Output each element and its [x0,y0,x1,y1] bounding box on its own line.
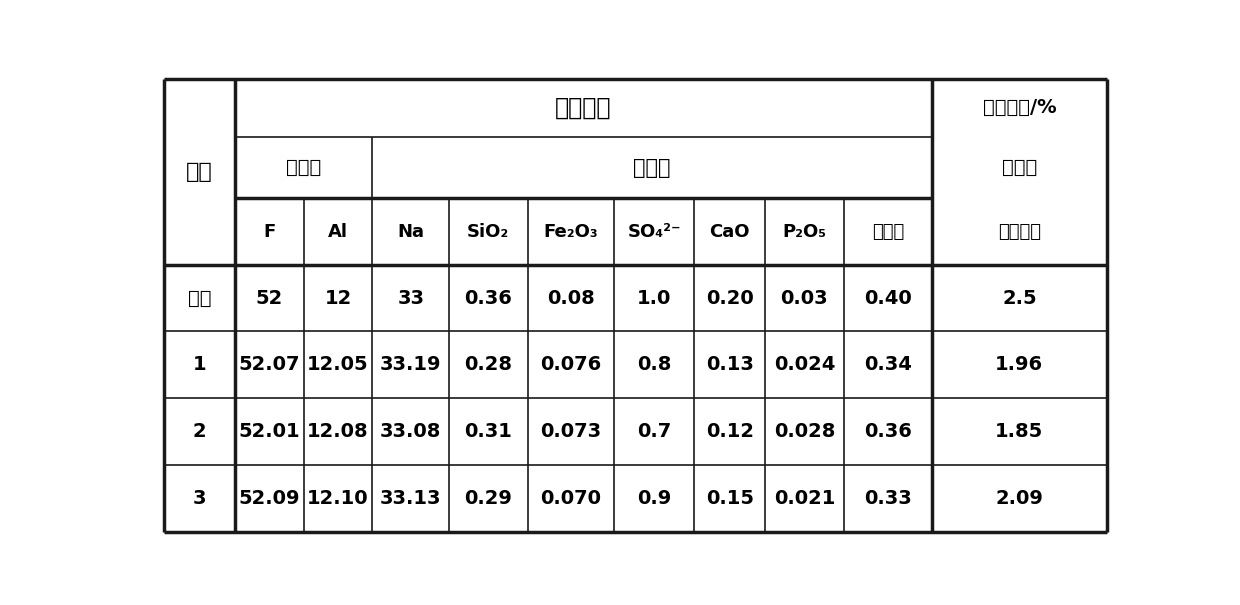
Text: 2: 2 [193,422,206,441]
Text: 0.31: 0.31 [464,422,512,441]
Text: 52: 52 [255,289,283,307]
Text: 国标: 国标 [188,289,211,307]
Text: 0.13: 0.13 [706,355,754,374]
Text: CaO: CaO [709,223,750,241]
Text: 0.20: 0.20 [706,289,754,307]
Text: 0.40: 0.40 [864,289,911,307]
Text: 0.024: 0.024 [774,355,835,374]
Text: 0.9: 0.9 [637,489,671,508]
Text: 不小于: 不小于 [286,158,321,177]
Text: 33.08: 33.08 [379,422,441,441]
Text: 0.15: 0.15 [706,489,754,508]
Text: 0.076: 0.076 [541,355,601,374]
Text: 33.13: 33.13 [379,489,441,508]
Text: 灸减量: 灸减量 [1002,158,1037,177]
Text: 2.09: 2.09 [996,489,1043,508]
Text: 52.07: 52.07 [238,355,300,374]
Text: 33: 33 [397,289,424,307]
Text: 12.05: 12.05 [308,355,368,374]
Text: 0.36: 0.36 [864,422,911,441]
Text: 1.96: 1.96 [996,355,1043,374]
Text: 1.0: 1.0 [637,289,671,307]
Text: F: F [263,223,275,241]
Text: 0.8: 0.8 [637,355,671,374]
Text: 0.29: 0.29 [464,489,512,508]
Text: 0.7: 0.7 [637,422,671,441]
Text: 0.070: 0.070 [541,489,601,508]
Text: 湿存水: 湿存水 [872,223,904,241]
Text: 0.021: 0.021 [774,489,835,508]
Text: 质量分数: 质量分数 [998,223,1040,241]
Text: 0.073: 0.073 [541,422,601,441]
Text: Fe₂O₃: Fe₂O₃ [543,223,598,241]
Text: 标号: 标号 [186,162,213,182]
Text: 0.34: 0.34 [864,355,911,374]
Text: 化学成分: 化学成分 [556,96,611,120]
Text: 12.10: 12.10 [308,489,368,508]
Text: Al: Al [329,223,348,241]
Text: 12: 12 [325,289,352,307]
Text: 2.5: 2.5 [1002,289,1037,307]
Text: 0.028: 0.028 [774,422,835,441]
Text: 不大于: 不大于 [634,157,671,177]
Text: SiO₂: SiO₂ [467,223,510,241]
Text: SO₄²⁻: SO₄²⁻ [627,223,681,241]
Text: 3: 3 [193,489,206,508]
Text: 0.08: 0.08 [547,289,595,307]
Text: P₂O₅: P₂O₅ [782,223,826,241]
Text: 0.12: 0.12 [706,422,754,441]
Text: 0.36: 0.36 [464,289,512,307]
Text: 52.09: 52.09 [238,489,300,508]
Text: 0.28: 0.28 [464,355,512,374]
Text: 52.01: 52.01 [238,422,300,441]
Text: 0.03: 0.03 [780,289,828,307]
Text: Na: Na [397,223,424,241]
Text: 1: 1 [193,355,206,374]
Text: 33.19: 33.19 [379,355,441,374]
Text: 1.85: 1.85 [996,422,1043,441]
Text: 0.33: 0.33 [864,489,911,508]
Text: 12.08: 12.08 [308,422,368,441]
Text: 物理性能/%: 物理性能/% [982,99,1056,117]
